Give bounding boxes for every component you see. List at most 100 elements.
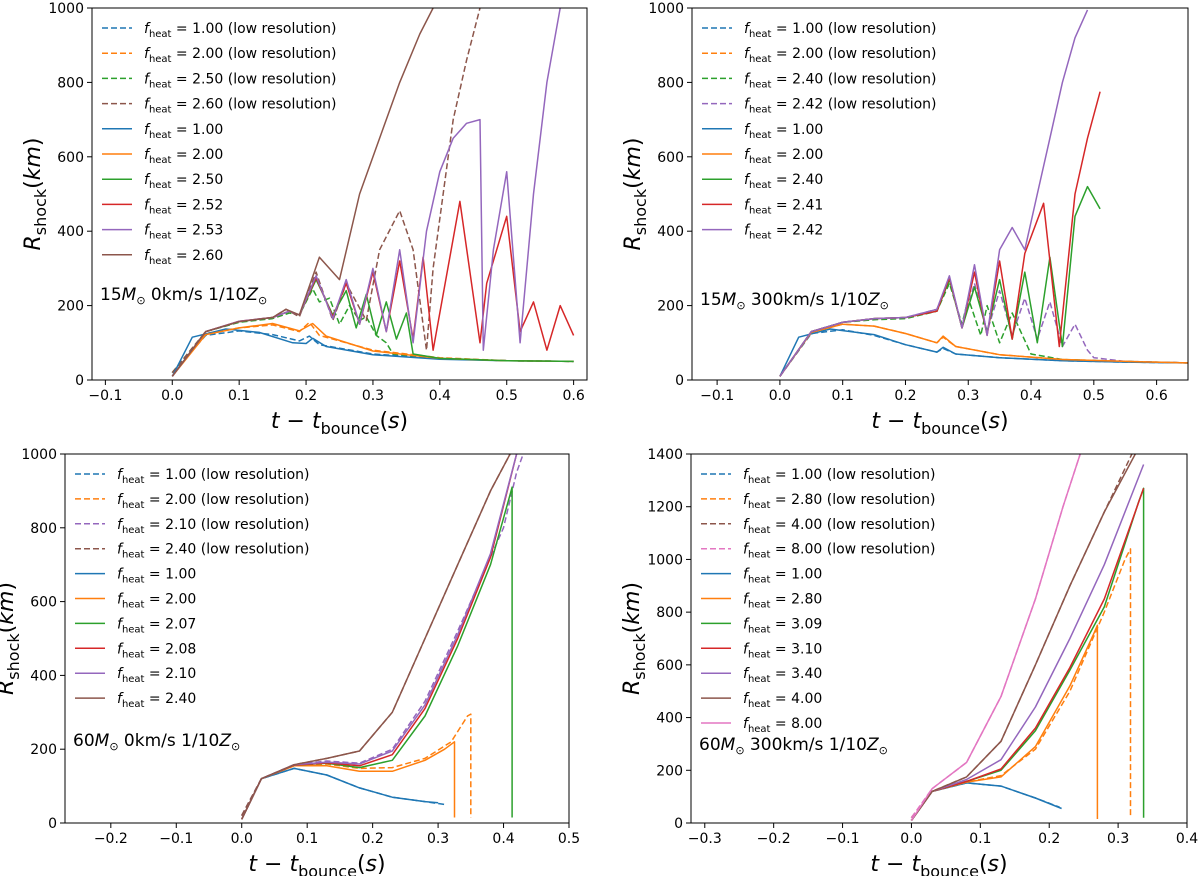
chart-panel-2: −0.1 0.0 0.1 0.2 0.3 0.4 0.5 0.6 0 200 400 600 800 10… (621, 1, 1189, 438)
legend-entry: fheat = 2.53 (144, 223, 223, 242)
series-line-10 (910, 454, 1136, 821)
x-tick-label: −0.2 (94, 831, 128, 847)
chart-panel-3: −0.2 −0.1 0.0 0.1 0.2 0.3 0.4 0.5 0 200 400 600 800 1… (0, 447, 580, 876)
series-line-3 (171, 288, 574, 374)
legend-entry: fheat = 1.00 (144, 122, 223, 141)
x-tick-label: 0.0 (161, 388, 183, 404)
series-group (910, 454, 1145, 821)
legend: fheat = 1.00 (low resolution) fheat = 2.0… (102, 21, 337, 267)
x-tick-label: −0.1 (159, 831, 193, 847)
y-tick-label: 1000 (48, 1, 84, 17)
x-tick-label: 0.5 (1083, 388, 1105, 404)
panel-annotation: 60M⊙ 300km/s 1/10Z⊙ (699, 735, 888, 757)
x-tick-label: 0.2 (295, 388, 317, 404)
plot-frame (64, 453, 570, 824)
x-tick-label: 0.4 (492, 831, 514, 847)
plot-frame (690, 453, 1188, 824)
series-line-9 (241, 454, 518, 820)
legend-entry: fheat = 1.00 (low resolution) (744, 21, 937, 40)
y-tick-label: 600 (657, 150, 684, 166)
y-tick-label: 0 (674, 816, 683, 832)
y-tick-label: 800 (656, 605, 683, 621)
legend-entry: fheat = 2.50 (144, 172, 223, 191)
legend-entry: fheat = 3.40 (743, 666, 822, 685)
legend-entry: fheat = 8.00 (743, 716, 822, 735)
legend-entry: fheat = 2.80 (743, 592, 822, 611)
series-line-9 (779, 9, 1089, 377)
x-tick-label: 0.3 (427, 831, 449, 847)
series-line-5 (241, 767, 439, 820)
y-axis-label: Rshock(km) (621, 138, 650, 251)
y-tick-label: 1400 (647, 447, 683, 463)
y-tick-label: 200 (30, 742, 57, 758)
legend-entry: fheat = 2.52 (144, 197, 223, 216)
legend-entry: fheat = 1.00 (744, 122, 823, 141)
y-tick-label: 800 (30, 521, 57, 537)
x-axis-label: t − tbounce(s) (871, 409, 1008, 438)
legend-entry: fheat = 3.09 (743, 616, 822, 635)
x-tick-label: 0.3 (957, 388, 979, 404)
series-line-4 (241, 454, 511, 816)
series-line-6 (910, 624, 1099, 821)
series-line-1 (779, 329, 1188, 377)
x-tick-label: 0.4 (429, 388, 451, 404)
x-axis-label: t − tbounce(s) (271, 409, 408, 438)
x-tick-label: 0.4 (1020, 388, 1042, 404)
y-tick-label: 200 (657, 299, 684, 315)
y-tick-label: 400 (657, 224, 684, 240)
y-tick-label: 200 (57, 299, 84, 315)
legend-entry: fheat = 2.07 (117, 616, 196, 635)
legend-entry: fheat = 2.00 (low resolution) (144, 46, 337, 65)
chart-panel-4: −0.3 −0.2 −0.1 0.0 0.1 0.2 0.3 0.4 0 200 400 600 800… (620, 447, 1198, 876)
x-tick-label: 0.2 (894, 388, 916, 404)
y-tick-label: 1000 (648, 1, 684, 17)
x-tick-label: −0.2 (757, 831, 791, 847)
y-tick-label: 400 (57, 224, 84, 240)
legend-entry: fheat = 2.00 (744, 147, 823, 166)
legend-entry: fheat = 2.40 (low resolution) (744, 71, 937, 90)
y-tick-label: 0 (48, 816, 57, 832)
y-tick-label: 1000 (21, 447, 57, 463)
chart-panel-1: −0.1 0.0 0.1 0.2 0.3 0.4 0.5 0.6 0 200 400 600 800 10… (21, 1, 588, 438)
legend-entry: fheat = 1.00 (low resolution) (117, 467, 310, 486)
x-tick-label: −0.1 (700, 388, 734, 404)
x-tick-label: 0.1 (969, 831, 991, 847)
panel-annotation: 60M⊙ 0km/s 1/10Z⊙ (73, 731, 240, 753)
legend-entry: fheat = 4.00 (743, 691, 822, 710)
legend-entry: fheat = 1.00 (743, 567, 822, 586)
y-axis-label: Rshock(km) (620, 582, 649, 695)
legend-entry: fheat = 2.80 (low resolution) (743, 492, 936, 511)
x-tick-label: −0.3 (688, 831, 722, 847)
series-line-11 (910, 454, 1081, 821)
series-group (779, 9, 1188, 377)
legend-entry: fheat = 1.00 (low resolution) (743, 467, 936, 486)
x-tick-label: 0.4 (1176, 831, 1198, 847)
y-tick-label: 400 (656, 711, 683, 727)
legend-entry: fheat = 1.00 (117, 567, 196, 586)
legend-entry: fheat = 2.00 (117, 592, 196, 611)
series-line-2 (910, 548, 1132, 819)
legend-entry: fheat = 2.10 (low resolution) (117, 517, 310, 536)
legend: fheat = 1.00 (low resolution) fheat = 2.8… (701, 467, 936, 735)
legend-entry: fheat = 2.40 (117, 691, 196, 710)
x-tick-label: 0.3 (362, 388, 384, 404)
series-line-5 (910, 782, 1062, 821)
x-tick-label: −0.1 (88, 388, 122, 404)
legend-entry: fheat = 2.41 (744, 197, 823, 216)
legend-entry: fheat = 2.00 (low resolution) (117, 492, 310, 511)
series-line-8 (241, 454, 518, 820)
series-line-10 (241, 454, 511, 820)
series-line-5 (779, 328, 1188, 377)
legend-entry: fheat = 4.00 (low resolution) (743, 517, 936, 536)
legend-entry: fheat = 2.08 (117, 641, 196, 660)
x-tick-label: 0.0 (900, 831, 922, 847)
x-tick-label: 0.6 (562, 388, 584, 404)
panel-annotation: 15M⊙ 300km/s 1/10Z⊙ (700, 290, 889, 312)
legend: fheat = 1.00 (low resolution) fheat = 2.0… (702, 21, 937, 242)
legend-entry: fheat = 3.10 (743, 641, 822, 660)
x-tick-label: 0.2 (1038, 831, 1060, 847)
series-line-8 (910, 488, 1145, 821)
legend-entry: fheat = 2.00 (144, 147, 223, 166)
y-tick-label: 0 (75, 373, 84, 389)
y-tick-label: 800 (57, 75, 84, 91)
